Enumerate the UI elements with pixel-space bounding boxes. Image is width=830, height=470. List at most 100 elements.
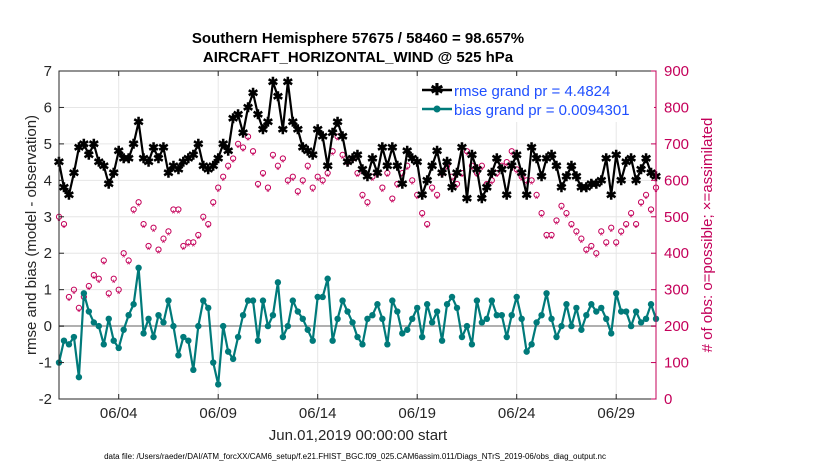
series-point — [279, 333, 287, 341]
series-point: ✱ — [243, 100, 254, 115]
obs-possible-point — [558, 202, 565, 209]
series-point — [140, 330, 147, 337]
series-point: ✱ — [143, 155, 154, 170]
series-point — [90, 319, 98, 326]
series-point — [359, 341, 366, 348]
obs-assimilated-point: * — [609, 227, 613, 238]
obs-assimilated-point: * — [216, 187, 220, 198]
obs-possible-point — [269, 151, 277, 158]
obs-possible-point — [215, 184, 222, 191]
obs-possible-point — [220, 173, 227, 180]
obs-assimilated-point: * — [132, 209, 136, 220]
obs-possible-point — [583, 246, 590, 253]
series-point: ✱ — [317, 129, 328, 144]
legend-bias-marker — [433, 105, 441, 113]
y-tick-label: 2 — [44, 245, 52, 262]
obs-assimilated-point: * — [365, 202, 369, 213]
y-tick-label: 7 — [44, 63, 52, 80]
y-right-tick-label: 800 — [664, 99, 689, 116]
obs-assimilated-point: * — [286, 180, 290, 191]
y-tick-label: 4 — [44, 172, 52, 189]
obs-possible-point — [359, 191, 366, 199]
obs-assimilated-point: * — [291, 176, 295, 187]
obs-assimilated-point: * — [186, 242, 190, 253]
obs-assimilated-point: * — [540, 213, 544, 224]
series-point — [120, 326, 127, 333]
obs-assimilated-point: * — [440, 173, 444, 184]
obs-possible-point — [140, 220, 147, 228]
obs-assimilated-point: * — [281, 158, 285, 169]
obs-assimilated-point: * — [72, 289, 76, 300]
series-point — [274, 279, 282, 286]
obs-assimilated-point: * — [515, 169, 519, 180]
obs-assimilated-point: * — [162, 238, 166, 249]
series-point: ✱ — [566, 158, 577, 173]
obs-assimilated-point: * — [97, 278, 101, 289]
series-point: ✱ — [173, 162, 184, 177]
series-point — [642, 315, 650, 323]
obs-assimilated-point: * — [251, 151, 255, 162]
series-point: ✱ — [526, 140, 537, 155]
obs-assimilated-point: * — [475, 173, 479, 184]
obs-assimilated-point: * — [510, 151, 514, 162]
series-point: ✱ — [531, 151, 542, 166]
series-point: ✱ — [248, 85, 259, 100]
series-point: ✱ — [108, 166, 119, 181]
obs-possible-point — [647, 206, 655, 213]
obs-possible-point — [155, 246, 162, 253]
obs-possible-point — [608, 224, 615, 231]
obs-possible-point — [70, 286, 78, 293]
series-point: ✱ — [63, 187, 74, 202]
series-point: ✱ — [203, 162, 214, 177]
series-point: ✱ — [387, 140, 398, 155]
obs-possible-point — [60, 220, 68, 228]
obs-assimilated-point: * — [555, 220, 559, 231]
series-point — [115, 344, 122, 352]
series-point — [414, 304, 421, 312]
series-point — [150, 333, 157, 341]
series-point — [453, 304, 461, 312]
obs-assimilated-point: * — [420, 213, 424, 224]
series-point — [523, 348, 530, 355]
obs-assimilated-point: * — [246, 136, 250, 147]
obs-possible-point — [508, 148, 515, 155]
y-tick-label: 1 — [44, 282, 52, 299]
series-point — [443, 301, 451, 308]
series-point: ✱ — [188, 147, 199, 162]
series-point — [135, 264, 142, 271]
obs-possible-point — [165, 228, 172, 235]
series-point — [389, 297, 396, 304]
obs-possible-point — [598, 228, 605, 235]
obs-assimilated-point: * — [495, 173, 499, 184]
series-point — [319, 293, 326, 301]
x-tick-label: 06/09 — [199, 405, 237, 422]
y-right-tick-label: 700 — [664, 136, 689, 153]
obs-assimilated-point: * — [614, 242, 618, 253]
series-point — [409, 315, 416, 323]
series-point: ✱ — [158, 140, 169, 155]
series-point: ✱ — [327, 125, 338, 140]
series-point — [339, 297, 346, 304]
obs-possible-point — [493, 169, 500, 177]
obs-possible-point — [379, 184, 386, 191]
y-right-tick-label: 500 — [664, 209, 689, 226]
obs-possible-point — [354, 169, 361, 177]
obs-possible-point — [225, 162, 232, 169]
y-right-tick-label: 400 — [664, 245, 689, 262]
series-point — [568, 322, 575, 330]
series-point — [498, 311, 505, 319]
series-point — [80, 290, 88, 297]
series-point — [304, 326, 311, 333]
series-point: ✱ — [601, 151, 612, 166]
obs-assimilated-point: * — [321, 180, 325, 191]
obs-assimilated-point: * — [589, 246, 593, 257]
rmse-series: ✱✱✱✱✱✱✱✱✱✱✱✱✱✱✱✱✱✱✱✱✱✱✱✱✱✱✱✱✱✱✱✱✱✱✱✱✱✱✱✱… — [54, 74, 662, 206]
series-point — [75, 373, 83, 381]
series-point: ✱ — [362, 169, 373, 184]
series-point — [418, 333, 426, 341]
obs-assimilated-point: * — [112, 278, 116, 289]
obs-assimilated-point: * — [594, 253, 598, 264]
obs-assimilated-point: * — [341, 154, 345, 165]
series-point: ✱ — [163, 166, 174, 181]
